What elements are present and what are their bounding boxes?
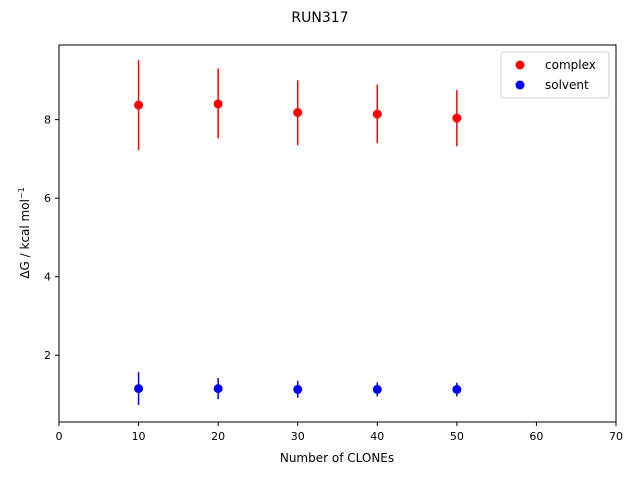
plot-frame	[58, 44, 617, 423]
plot-area	[58, 44, 617, 423]
chart-title: RUN317	[291, 10, 348, 26]
x-tick-label: 70	[609, 430, 623, 443]
y-tick-label: 2	[44, 349, 51, 362]
complex-point	[213, 99, 223, 109]
solvent-point	[134, 384, 144, 394]
x-axis: 0 10 20 30 40 50 60 70	[56, 422, 623, 443]
complex-point	[372, 109, 382, 119]
solvent-point	[452, 384, 462, 394]
legend-label-complex: complex	[545, 58, 596, 72]
legend-box	[500, 51, 610, 99]
solvent-point	[213, 384, 223, 394]
x-tick-label: 60	[529, 430, 543, 443]
x-tick-label: 0	[56, 430, 63, 443]
x-tick-label: 10	[132, 430, 146, 443]
y-tick-label: 4	[44, 271, 51, 284]
solvent-point	[372, 384, 382, 394]
x-tick-label: 20	[211, 430, 225, 443]
complex-point	[293, 108, 303, 118]
legend-marker-complex	[515, 60, 525, 70]
complex-point	[452, 113, 462, 123]
y-axis: 2 4 6 8	[44, 114, 59, 362]
y-tick-label: 6	[44, 192, 51, 205]
y-tick-label: 8	[44, 114, 51, 127]
legend-label-solvent: solvent	[545, 78, 589, 92]
x-tick-label: 30	[291, 430, 305, 443]
solvent-point	[293, 384, 303, 394]
y-axis-label-main: ΔG / kcal mol	[18, 199, 32, 279]
complex-point	[134, 100, 144, 110]
x-tick-label: 40	[370, 430, 384, 443]
legend: complex solvent	[500, 51, 610, 99]
x-tick-label: 50	[450, 430, 464, 443]
y-axis-label-superscript: −1	[17, 187, 26, 199]
y-axis-label: ΔG / kcal mol−1	[17, 187, 32, 278]
x-axis-label: Number of CLONEs	[280, 451, 394, 465]
legend-marker-solvent	[515, 80, 525, 90]
